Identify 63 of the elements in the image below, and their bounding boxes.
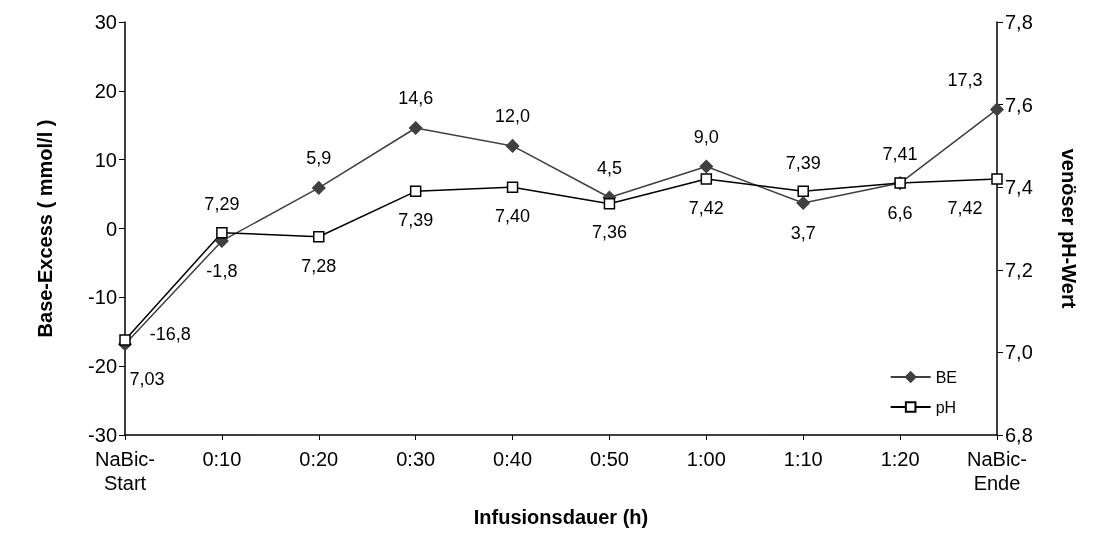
data-label: -16,8 (149, 324, 191, 345)
data-label: 7,42 (688, 197, 724, 218)
point (313, 231, 325, 243)
y2-tick-label: 7,4 (1005, 176, 1033, 199)
data-label: 7,28 (301, 255, 337, 276)
y-tick-label: -20 (88, 355, 117, 378)
point (990, 102, 1004, 117)
legend-label: BE (935, 368, 957, 386)
y-tick-label: 0 (105, 217, 117, 240)
y2-axis-title: venöser pH-Wert (1058, 148, 1080, 309)
x-tick-label: 0:30 (396, 448, 436, 470)
y-tick-label: 20 (94, 79, 117, 102)
y-tick-label: 10 (94, 148, 117, 171)
data-label: 7,03 (129, 368, 165, 389)
data-label: 7,39 (785, 152, 821, 173)
data-label: 7,36 (591, 222, 627, 243)
point (797, 185, 809, 198)
data-label: 7,29 (204, 193, 240, 214)
x-tick-label: 0:50 (589, 448, 629, 470)
data-label: 7,41 (882, 144, 918, 165)
x-tick-label: 0:10 (202, 448, 242, 470)
y-axis-title: Base-Excess ( mmol/l ) (34, 119, 56, 338)
y2-tick-label: 7,8 (1005, 11, 1033, 33)
point (506, 181, 519, 193)
x-tick-label: 1:20 (880, 448, 920, 470)
point (119, 334, 131, 346)
y2-tick-label: 7,2 (1005, 258, 1033, 281)
data-label: 7,39 (398, 210, 434, 231)
point (409, 185, 422, 198)
point (312, 181, 326, 195)
point (603, 197, 616, 210)
x-tick-label: 0:40 (493, 448, 533, 470)
data-label: -1,8 (206, 260, 238, 281)
data-label: 6,6 (887, 202, 913, 223)
point (991, 173, 1003, 185)
y2-tick-label: 7,0 (1005, 341, 1033, 364)
y2-tick-label: 7,6 (1005, 93, 1033, 116)
point (216, 226, 228, 239)
y-tick-label: 30 (94, 11, 117, 33)
x-tick-label: 1:10 (783, 448, 823, 470)
data-label: 17,3 (947, 69, 983, 90)
x-tick-label: NaBic- Start (94, 448, 156, 494)
data-label: 4,5 (596, 157, 622, 178)
data-label: 7,40 (495, 205, 531, 226)
data-label: 3,7 (790, 222, 816, 243)
x-tick-label: 0:20 (299, 448, 339, 470)
x-axis-title: Infusionsdauer (h) (473, 506, 649, 528)
point (408, 121, 423, 135)
data-label: 12,0 (495, 106, 531, 127)
point (796, 196, 810, 210)
point (700, 173, 713, 185)
legend-label: pH (935, 398, 957, 416)
point (505, 139, 520, 153)
y2-tick-label: 6,8 (1005, 424, 1033, 446)
y-tick-label: -30 (88, 424, 117, 446)
data-label: 7,42 (947, 197, 983, 218)
data-label: 9,0 (693, 126, 719, 147)
y-tick-label: -10 (88, 286, 117, 309)
x-tick-label: 1:00 (686, 448, 726, 470)
point (699, 159, 714, 174)
data-label: 5,9 (306, 148, 332, 169)
data-label: 14,6 (398, 88, 434, 109)
x-tick-label: NaBic- Ende (966, 448, 1028, 494)
